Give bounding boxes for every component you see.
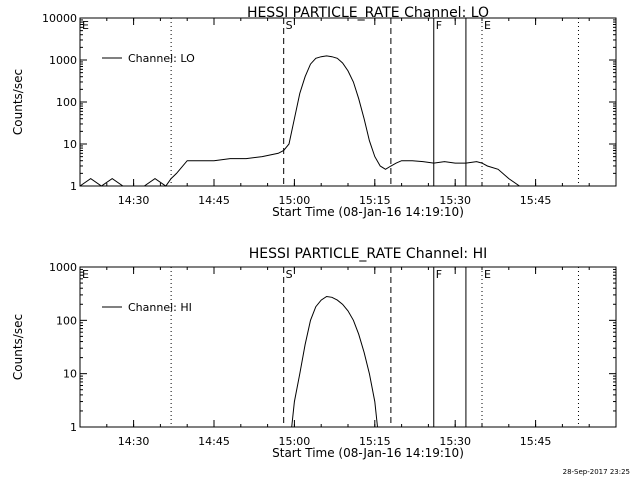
x-tick-label: 15:00 [279, 194, 311, 207]
x-tick-label: 14:45 [198, 194, 230, 207]
panel-1: HESSI PARTICLE_RATE Channel: LO 1 10 100 100… [11, 5, 617, 219]
legend-entry: Channel: HI [128, 301, 192, 314]
y-tick-label: 100 [56, 314, 77, 327]
panel-title: HESSI PARTICLE_RATE Channel: LO [247, 5, 489, 21]
x-tick-label: 15:30 [439, 435, 471, 448]
event-marker-label: E [82, 268, 89, 281]
x-tick-label: 14:30 [118, 435, 150, 448]
event-marker-label: F [436, 268, 442, 281]
event-marker-label: S [286, 268, 293, 281]
y-tick-label: 1000 [49, 54, 77, 67]
y-tick-label: 1000 [49, 261, 77, 274]
plot-frame [79, 266, 617, 428]
event-marker-label: E [484, 268, 491, 281]
y-tick-label: 100 [56, 96, 77, 109]
legend-entry: Channel: LO [128, 52, 195, 65]
x-tick-label: 15:00 [279, 435, 311, 448]
plot-frame [79, 17, 617, 187]
x-tick-label: 14:30 [118, 194, 150, 207]
y-axis-label: Counts/sec [11, 69, 25, 135]
y-tick-label: 1 [70, 421, 77, 434]
x-tick-label: 15:45 [520, 194, 552, 207]
y-axis-label: Counts/sec [11, 314, 25, 380]
panel-title: HESSI PARTICLE_RATE Channel: HI [249, 246, 487, 262]
timestamp: 28-Sep-2017 23:25 [562, 468, 630, 476]
x-tick-label: 15:15 [359, 435, 391, 448]
event-marker-label: E [484, 19, 491, 32]
panel-2: HESSI PARTICLE_RATE Channel: HI 1 10 100 100… [11, 246, 617, 460]
x-tick-label: 15:15 [359, 194, 391, 207]
x-tick-label: 14:45 [198, 435, 230, 448]
y-tick-label: 10 [63, 138, 77, 151]
event-marker-label: E [82, 19, 89, 32]
y-tick-label: 10000 [42, 12, 77, 25]
x-tick-label: 15:30 [439, 194, 471, 207]
event-marker-label: F [436, 19, 442, 32]
x-axis-label: Start Time (08-Jan-16 14:19:10) [272, 205, 464, 219]
y-tick-label: 1 [70, 180, 77, 193]
series-line [291, 295, 378, 428]
y-tick-label: 10 [63, 368, 77, 381]
x-tick-label: 15:45 [520, 435, 552, 448]
series-line [79, 55, 616, 187]
x-axis-label: Start Time (08-Jan-16 14:19:10) [272, 446, 464, 460]
event-marker-label: S [286, 19, 293, 32]
